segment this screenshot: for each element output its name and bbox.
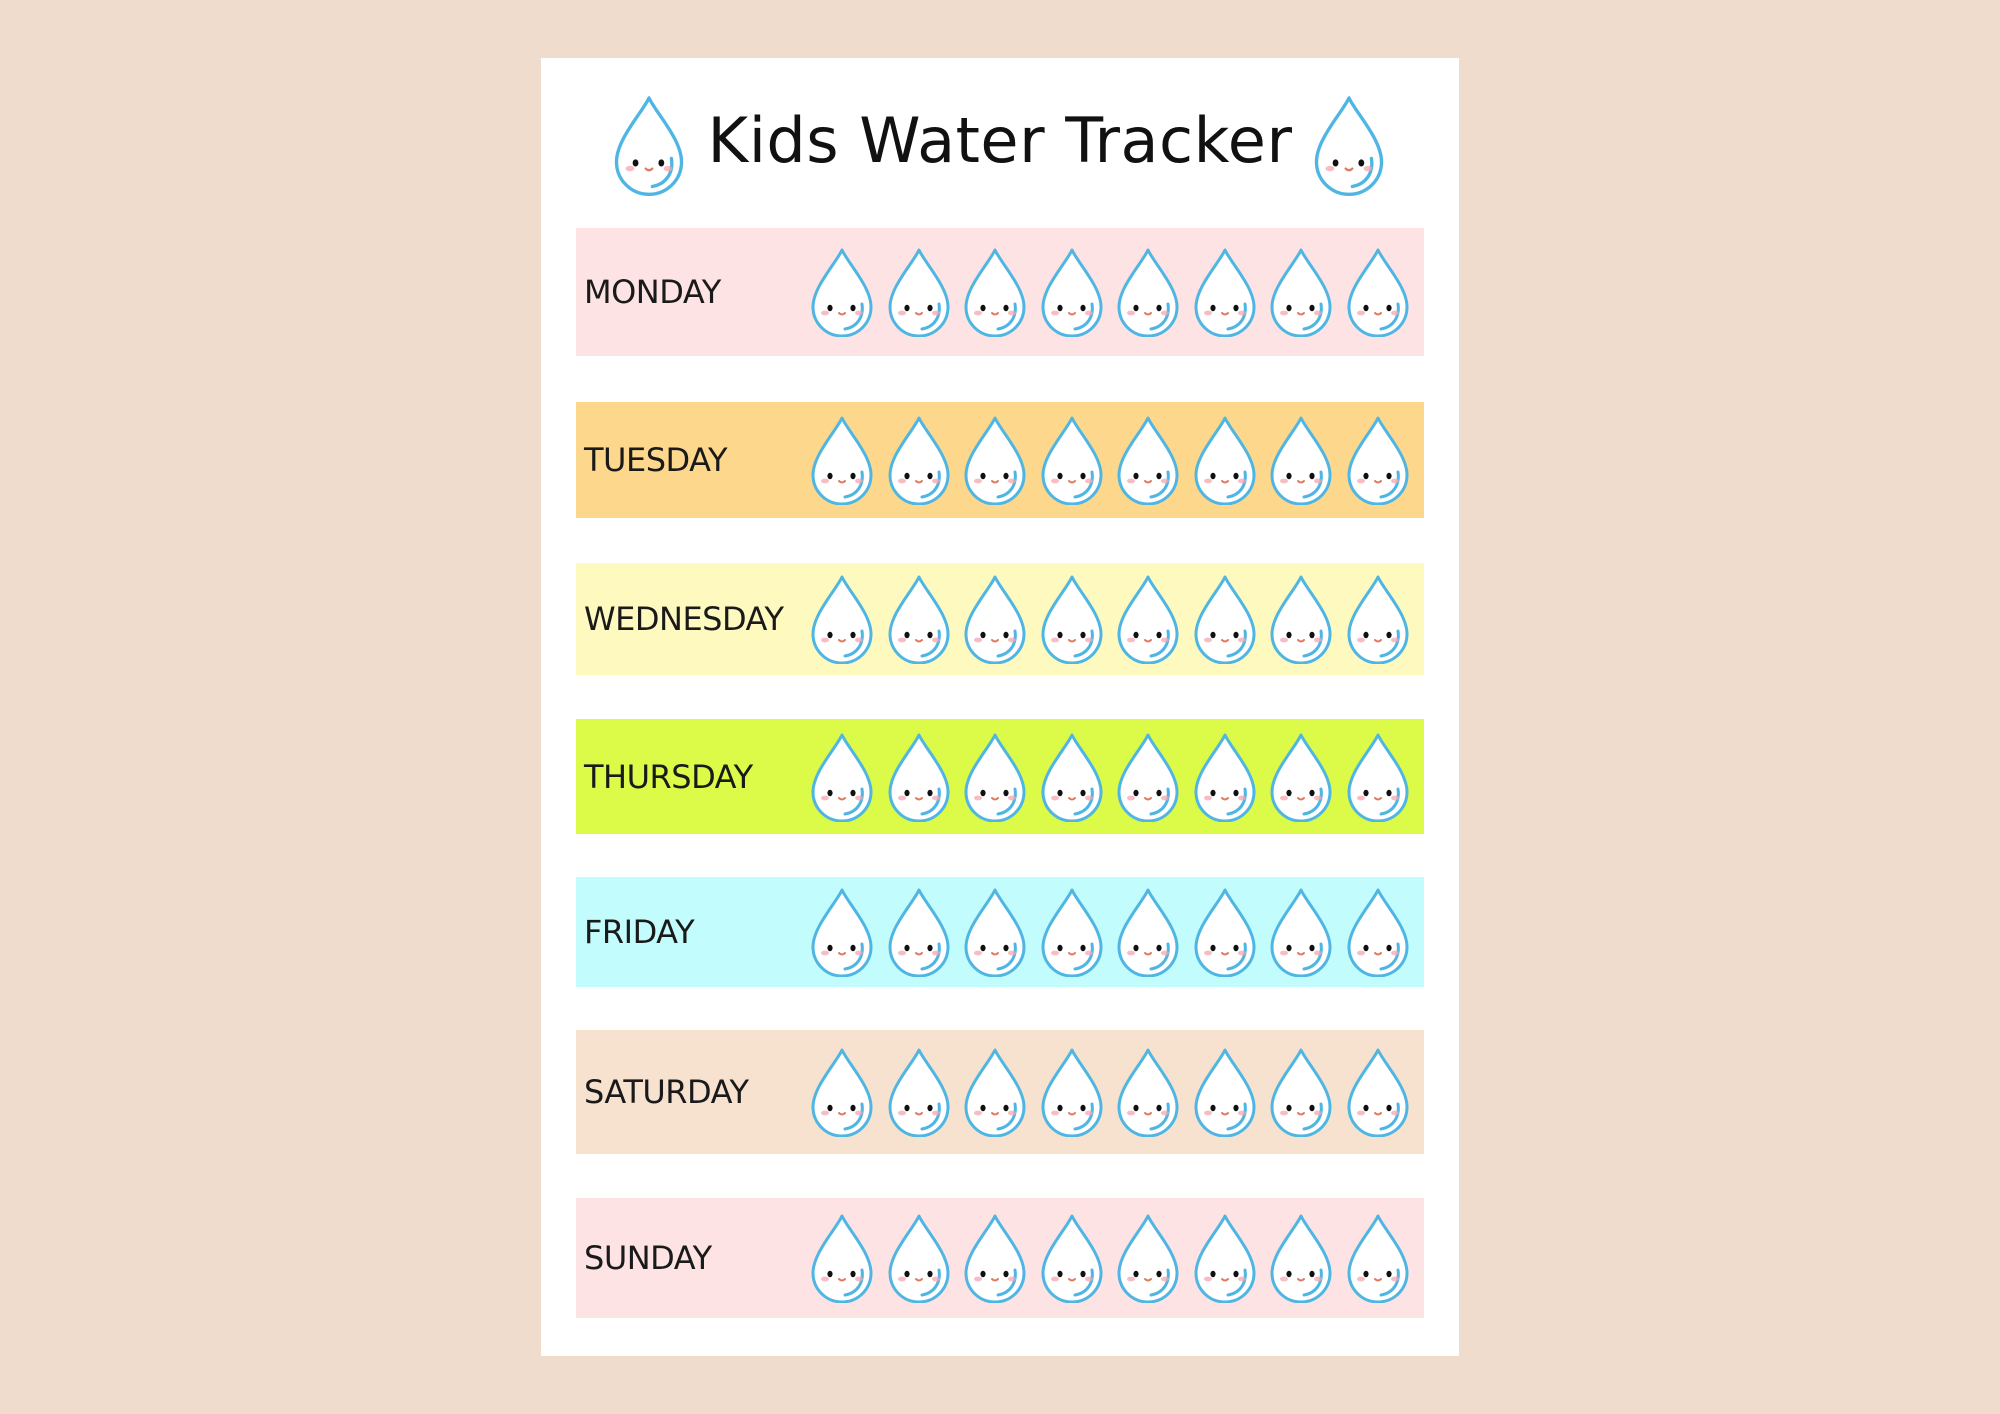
drop-group — [809, 887, 1419, 977]
water-drop-icon[interactable] — [1192, 887, 1258, 977]
water-drop-icon[interactable] — [886, 574, 952, 664]
water-drop-icon[interactable] — [1345, 574, 1411, 664]
water-drop-icon[interactable] — [1115, 574, 1181, 664]
drop-group — [809, 247, 1419, 337]
water-drop-icon[interactable] — [1345, 887, 1411, 977]
drop-group — [809, 1047, 1419, 1137]
water-drop-icon[interactable] — [1345, 415, 1411, 505]
water-drop-icon[interactable] — [886, 247, 952, 337]
header: Kids Water Tracker — [541, 58, 1459, 218]
water-drop-icon[interactable] — [962, 247, 1028, 337]
day-label: SUNDAY — [584, 1239, 712, 1277]
water-drop-icon[interactable] — [1192, 1213, 1258, 1303]
water-drop-icon[interactable] — [962, 1213, 1028, 1303]
water-drop-icon[interactable] — [809, 887, 875, 977]
water-drop-icon[interactable] — [1039, 732, 1105, 822]
water-drop-icon[interactable] — [809, 732, 875, 822]
day-row-wednesday: WEDNESDAY — [576, 563, 1424, 675]
water-drop-icon — [612, 94, 686, 196]
water-drop-icon[interactable] — [962, 887, 1028, 977]
water-drop-icon[interactable] — [1345, 247, 1411, 337]
drop-group — [809, 415, 1419, 505]
drop-group — [809, 1213, 1419, 1303]
water-drop-icon[interactable] — [1192, 415, 1258, 505]
water-drop-icon[interactable] — [886, 887, 952, 977]
water-drop-icon[interactable] — [886, 415, 952, 505]
water-drop-icon[interactable] — [1268, 732, 1334, 822]
water-drop-icon[interactable] — [1192, 732, 1258, 822]
day-row-thursday: THURSDAY — [576, 719, 1424, 834]
water-drop-icon[interactable] — [809, 247, 875, 337]
day-label: TUESDAY — [584, 441, 728, 479]
water-drop-icon[interactable] — [1039, 247, 1105, 337]
water-drop-icon[interactable] — [1115, 415, 1181, 505]
page-title: Kids Water Tracker — [707, 104, 1293, 177]
water-drop-icon[interactable] — [1115, 247, 1181, 337]
water-drop-icon[interactable] — [1345, 1047, 1411, 1137]
water-drop-icon[interactable] — [1268, 247, 1334, 337]
water-drop-icon[interactable] — [809, 574, 875, 664]
tracker-sheet: Kids Water Tracker MONDAY TUESDAY WEDNES… — [541, 58, 1459, 1356]
water-drop-icon[interactable] — [1345, 1213, 1411, 1303]
drop-group — [809, 574, 1419, 664]
day-label: WEDNESDAY — [584, 600, 784, 638]
water-drop-icon[interactable] — [1192, 574, 1258, 664]
day-row-monday: MONDAY — [576, 228, 1424, 356]
water-drop-icon[interactable] — [1039, 1047, 1105, 1137]
water-drop-icon[interactable] — [1115, 732, 1181, 822]
water-drop-icon[interactable] — [1039, 1213, 1105, 1303]
water-drop-icon[interactable] — [1268, 574, 1334, 664]
day-row-saturday: SATURDAY — [576, 1030, 1424, 1154]
water-drop-icon[interactable] — [1345, 732, 1411, 822]
water-drop-icon[interactable] — [809, 415, 875, 505]
day-row-sunday: SUNDAY — [576, 1198, 1424, 1318]
water-drop-icon[interactable] — [962, 1047, 1028, 1137]
water-drop-icon[interactable] — [1192, 247, 1258, 337]
day-row-tuesday: TUESDAY — [576, 402, 1424, 518]
water-drop-icon[interactable] — [1039, 887, 1105, 977]
water-drop-icon[interactable] — [886, 1047, 952, 1137]
day-label: THURSDAY — [584, 757, 753, 796]
water-drop-icon[interactable] — [962, 574, 1028, 664]
water-drop-icon[interactable] — [1268, 887, 1334, 977]
water-drop-icon[interactable] — [1268, 415, 1334, 505]
day-label: SATURDAY — [584, 1073, 749, 1111]
water-drop-icon — [1312, 94, 1386, 196]
water-drop-icon[interactable] — [1268, 1047, 1334, 1137]
water-drop-icon[interactable] — [886, 1213, 952, 1303]
water-drop-icon[interactable] — [1192, 1047, 1258, 1137]
day-row-friday: FRIDAY — [576, 877, 1424, 987]
day-label: FRIDAY — [584, 913, 695, 951]
water-drop-icon[interactable] — [962, 732, 1028, 822]
drop-group — [809, 732, 1419, 822]
water-drop-icon[interactable] — [1268, 1213, 1334, 1303]
water-drop-icon[interactable] — [962, 415, 1028, 505]
water-drop-icon[interactable] — [809, 1047, 875, 1137]
water-drop-icon[interactable] — [1115, 1047, 1181, 1137]
day-label: MONDAY — [584, 273, 721, 311]
water-drop-icon[interactable] — [1039, 415, 1105, 505]
water-drop-icon[interactable] — [1115, 1213, 1181, 1303]
water-drop-icon[interactable] — [886, 732, 952, 822]
water-drop-icon[interactable] — [1039, 574, 1105, 664]
water-drop-icon[interactable] — [809, 1213, 875, 1303]
water-drop-icon[interactable] — [1115, 887, 1181, 977]
